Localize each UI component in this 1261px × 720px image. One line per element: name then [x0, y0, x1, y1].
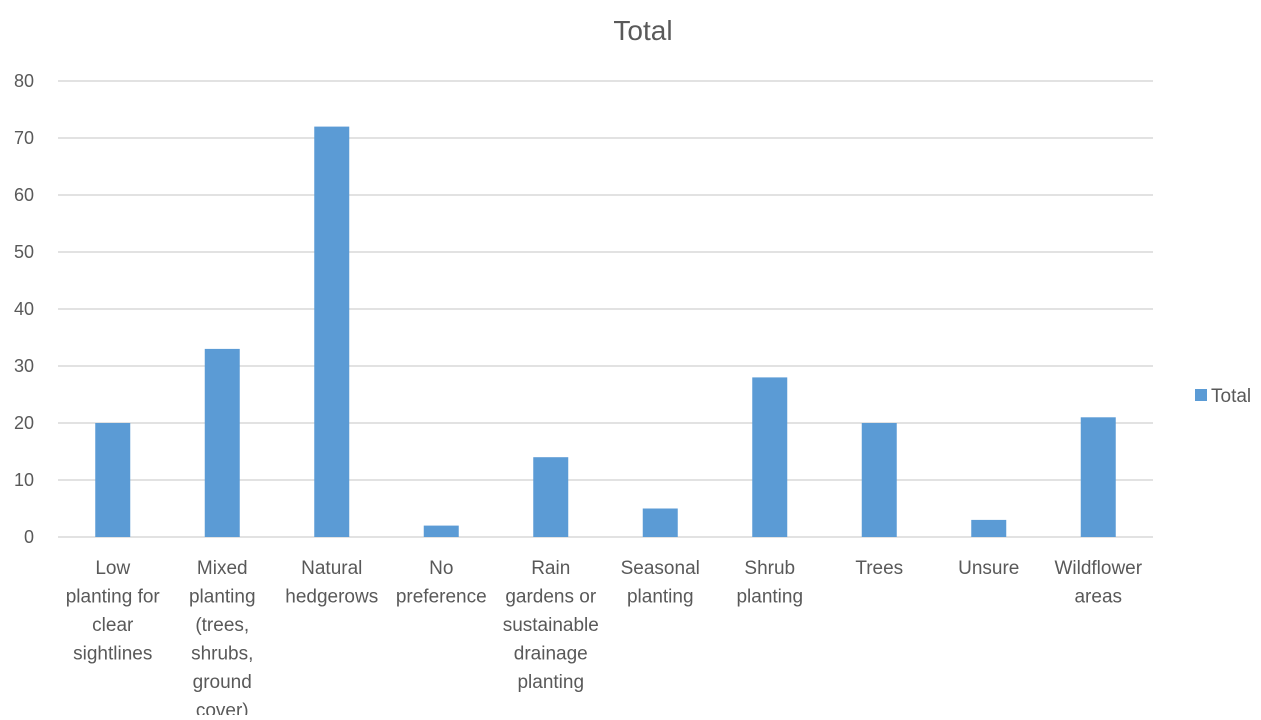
- x-tick-label: drainage: [514, 644, 588, 665]
- y-tick-label: 30: [14, 356, 34, 376]
- x-tick-label: Seasonal: [621, 558, 700, 579]
- x-tick-label: shrubs,: [191, 644, 253, 665]
- x-tick-label: Shrub: [744, 558, 795, 579]
- x-tick-label: Trees: [855, 558, 903, 579]
- legend-label: Total: [1211, 386, 1251, 407]
- bar: [971, 519, 1007, 537]
- bar: [752, 377, 788, 537]
- y-tick-label: 0: [24, 527, 34, 547]
- x-tick-label: (trees,: [195, 615, 249, 636]
- x-tick-label: Wildflower: [1054, 558, 1142, 579]
- bar: [1080, 417, 1116, 537]
- bar: [204, 348, 240, 537]
- x-tick-label: planting: [736, 587, 803, 608]
- x-tick-label: ground: [193, 672, 252, 693]
- x-tick-label: planting: [517, 672, 584, 693]
- x-tick-label: hedgerows: [285, 587, 378, 608]
- y-tick-label: 10: [14, 470, 34, 490]
- y-tick-label: 20: [14, 413, 34, 433]
- x-tick-label: clear: [92, 615, 134, 636]
- chart-title: Total: [613, 15, 672, 46]
- x-tick-label: planting for: [66, 587, 161, 608]
- bar: [533, 457, 569, 537]
- y-tick-label: 60: [14, 185, 34, 205]
- y-tick-label: 40: [14, 299, 34, 319]
- bars: [95, 126, 1116, 537]
- x-tick-label: planting: [627, 587, 694, 608]
- x-tick-label: Rain: [531, 558, 570, 579]
- gridlines: [58, 80, 1153, 538]
- y-tick-label: 50: [14, 242, 34, 262]
- bar: [95, 423, 131, 537]
- x-tick-label: planting: [189, 587, 256, 608]
- x-tick-label: cover): [196, 701, 249, 716]
- y-axis-tick-labels: 0 10 20 30 40 50 60 70 80: [14, 71, 34, 547]
- bar: [861, 423, 897, 537]
- x-tick-label: gardens or: [505, 587, 597, 608]
- x-tick-label: sustainable: [503, 615, 599, 636]
- x-tick-label: Natural: [301, 558, 362, 579]
- y-tick-label: 70: [14, 128, 34, 148]
- x-tick-label: preference: [396, 587, 487, 608]
- bar: [314, 126, 350, 537]
- y-tick-label: 80: [14, 71, 34, 91]
- x-tick-label: areas: [1074, 587, 1122, 608]
- x-tick-label: Low: [95, 558, 130, 579]
- x-tick-label: No: [429, 558, 453, 579]
- bar: [642, 508, 678, 537]
- x-tick-label: Unsure: [958, 558, 1019, 579]
- legend: Total: [1195, 386, 1251, 407]
- bar: [423, 525, 459, 537]
- x-tick-label: Mixed: [197, 558, 248, 579]
- x-axis-category-labels: Low planting for clear sightlines Mixed plant…: [66, 558, 1143, 720]
- legend-swatch: [1195, 389, 1207, 401]
- x-tick-label: sightlines: [73, 644, 152, 665]
